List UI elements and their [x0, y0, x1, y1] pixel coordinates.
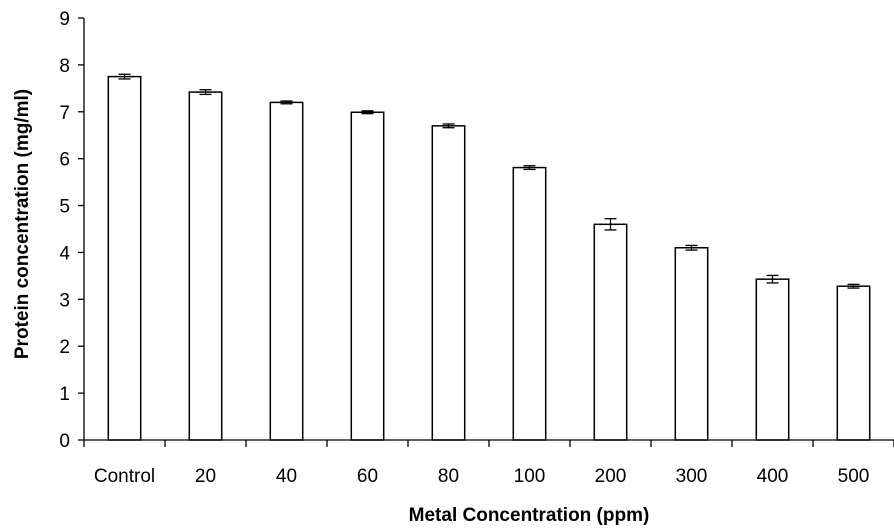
bar	[350, 111, 385, 441]
error-bar	[118, 73, 131, 80]
bar	[674, 247, 709, 441]
bar	[836, 285, 871, 441]
bars	[107, 75, 871, 441]
x-tick-label: 80	[438, 466, 459, 487]
error-bar	[685, 244, 698, 251]
y-tick-label: 7	[59, 103, 70, 124]
error-bar	[280, 100, 293, 105]
error-bar	[847, 283, 860, 289]
bar	[512, 166, 547, 441]
y-tick-label: 4	[59, 243, 70, 264]
y-tick-label: 8	[59, 56, 70, 77]
bar	[269, 101, 304, 441]
y-axis-title: Protein concentration (mg/ml)	[12, 89, 33, 359]
bar	[593, 223, 628, 441]
x-axis-title: Metal Concentration (ppm)	[409, 505, 650, 526]
x-tick-label: 400	[757, 466, 789, 487]
bar	[431, 125, 466, 441]
y-ticks: 0 1 2 3 4 5 6 7 8 9	[59, 9, 84, 452]
bar	[188, 91, 223, 441]
x-tick-label: 60	[357, 466, 378, 487]
error-bar	[766, 274, 779, 284]
error-bar	[361, 110, 374, 115]
y-tick-label: 5	[59, 197, 70, 218]
y-tick-label: 9	[59, 9, 70, 30]
x-tick-label: 20	[195, 466, 216, 487]
x-tick-label: 500	[838, 466, 870, 487]
bar	[107, 75, 142, 441]
y-tick-label: 2	[59, 337, 70, 358]
x-ticks: Control 20 40 60 80 100 200 300 400 500	[83, 440, 894, 487]
error-bar	[442, 123, 455, 129]
y-tick-label: 6	[59, 150, 70, 171]
y-tick-label: 3	[59, 290, 70, 311]
y-tick-label: 0	[59, 431, 70, 452]
x-tick-label: 40	[276, 466, 297, 487]
x-tick-label: 100	[514, 466, 546, 487]
error-bars	[118, 73, 860, 289]
x-tick-label: 200	[595, 466, 627, 487]
error-bar	[604, 218, 617, 231]
error-bar	[199, 89, 212, 96]
bar	[755, 278, 790, 441]
error-bar	[523, 165, 536, 171]
y-tick-label: 1	[59, 384, 70, 405]
x-tick-label: Control	[94, 466, 155, 487]
x-tick-label: 300	[676, 466, 708, 487]
